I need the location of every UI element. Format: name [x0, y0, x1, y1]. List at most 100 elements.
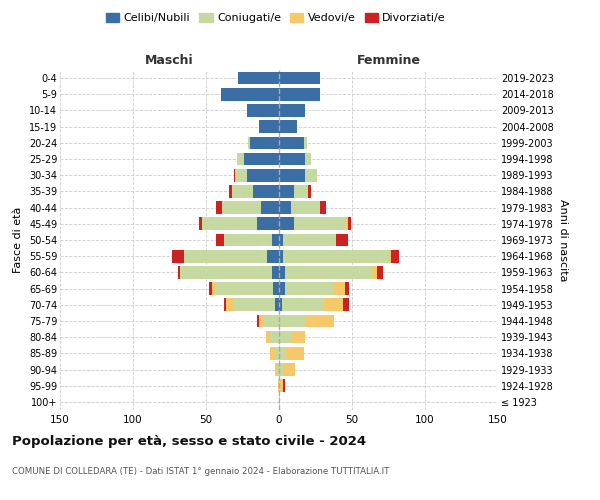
- Bar: [216, 202, 222, 214]
- Bar: [216, 234, 224, 246]
- Bar: [279, 104, 305, 117]
- Bar: [279, 282, 285, 295]
- Bar: [270, 347, 276, 360]
- Bar: [391, 250, 399, 262]
- Bar: [293, 218, 346, 230]
- Bar: [279, 363, 283, 376]
- Bar: [336, 234, 347, 246]
- Bar: [279, 120, 296, 133]
- Bar: [180, 266, 272, 278]
- Bar: [215, 282, 273, 295]
- Bar: [308, 185, 311, 198]
- Bar: [344, 282, 349, 295]
- Bar: [253, 185, 279, 198]
- Bar: [226, 298, 234, 311]
- Bar: [346, 218, 347, 230]
- Bar: [184, 250, 268, 262]
- Bar: [234, 298, 275, 311]
- Bar: [270, 331, 279, 344]
- Bar: [279, 72, 320, 85]
- Bar: [257, 314, 259, 328]
- Bar: [389, 250, 391, 262]
- Bar: [279, 396, 280, 408]
- Text: Maschi: Maschi: [145, 54, 194, 67]
- Bar: [304, 136, 307, 149]
- Bar: [224, 234, 272, 246]
- Bar: [279, 185, 293, 198]
- Text: Femmine: Femmine: [356, 54, 421, 67]
- Bar: [305, 314, 334, 328]
- Bar: [279, 152, 305, 166]
- Bar: [234, 169, 235, 181]
- Bar: [259, 314, 265, 328]
- Y-axis label: Anni di nascita: Anni di nascita: [557, 198, 568, 281]
- Bar: [305, 169, 317, 181]
- Bar: [257, 218, 279, 230]
- Bar: [250, 136, 279, 149]
- Bar: [178, 266, 180, 278]
- Bar: [278, 380, 279, 392]
- Bar: [238, 72, 279, 85]
- Bar: [279, 298, 282, 311]
- Y-axis label: Fasce di età: Fasce di età: [13, 207, 23, 273]
- Bar: [283, 250, 389, 262]
- Bar: [202, 218, 257, 230]
- Bar: [283, 363, 295, 376]
- Bar: [290, 202, 320, 214]
- Text: COMUNE DI COLLEDARA (TE) - Dati ISTAT 1° gennaio 2024 - Elaborazione TUTTITALIA.: COMUNE DI COLLEDARA (TE) - Dati ISTAT 1°…: [12, 468, 389, 476]
- Bar: [282, 298, 323, 311]
- Bar: [279, 266, 285, 278]
- Bar: [333, 282, 344, 295]
- Bar: [373, 266, 377, 278]
- Bar: [305, 152, 311, 166]
- Bar: [283, 380, 285, 392]
- Bar: [279, 202, 290, 214]
- Bar: [172, 250, 184, 262]
- Bar: [212, 282, 215, 295]
- Bar: [279, 314, 305, 328]
- Bar: [265, 314, 279, 328]
- Bar: [279, 136, 304, 149]
- Bar: [290, 331, 305, 344]
- Bar: [232, 185, 253, 198]
- Bar: [248, 136, 250, 149]
- Bar: [347, 218, 350, 230]
- Bar: [247, 169, 279, 181]
- Bar: [279, 169, 305, 181]
- Bar: [279, 331, 290, 344]
- Bar: [247, 104, 279, 117]
- Bar: [244, 152, 279, 166]
- Bar: [377, 266, 383, 278]
- Text: Popolazione per età, sesso e stato civile - 2024: Popolazione per età, sesso e stato civil…: [12, 435, 366, 448]
- Bar: [272, 234, 279, 246]
- Bar: [285, 282, 333, 295]
- Bar: [224, 298, 226, 311]
- Bar: [279, 250, 283, 262]
- Bar: [285, 266, 373, 278]
- Bar: [259, 120, 279, 133]
- Bar: [279, 88, 320, 101]
- Bar: [278, 363, 279, 376]
- Bar: [343, 298, 349, 311]
- Bar: [275, 298, 279, 311]
- Bar: [279, 347, 286, 360]
- Bar: [273, 282, 279, 295]
- Bar: [280, 380, 283, 392]
- Bar: [279, 234, 283, 246]
- Bar: [323, 298, 343, 311]
- Bar: [266, 331, 270, 344]
- Bar: [221, 88, 279, 101]
- Bar: [320, 202, 326, 214]
- Bar: [293, 185, 308, 198]
- Bar: [199, 218, 202, 230]
- Bar: [286, 347, 304, 360]
- Bar: [276, 347, 279, 360]
- Bar: [222, 202, 262, 214]
- Legend: Celibi/Nubili, Coniugati/e, Vedovi/e, Divorziati/e: Celibi/Nubili, Coniugati/e, Vedovi/e, Di…: [101, 8, 451, 28]
- Bar: [275, 363, 278, 376]
- Bar: [279, 218, 293, 230]
- Bar: [279, 380, 280, 392]
- Bar: [209, 282, 212, 295]
- Bar: [262, 202, 279, 214]
- Bar: [229, 185, 232, 198]
